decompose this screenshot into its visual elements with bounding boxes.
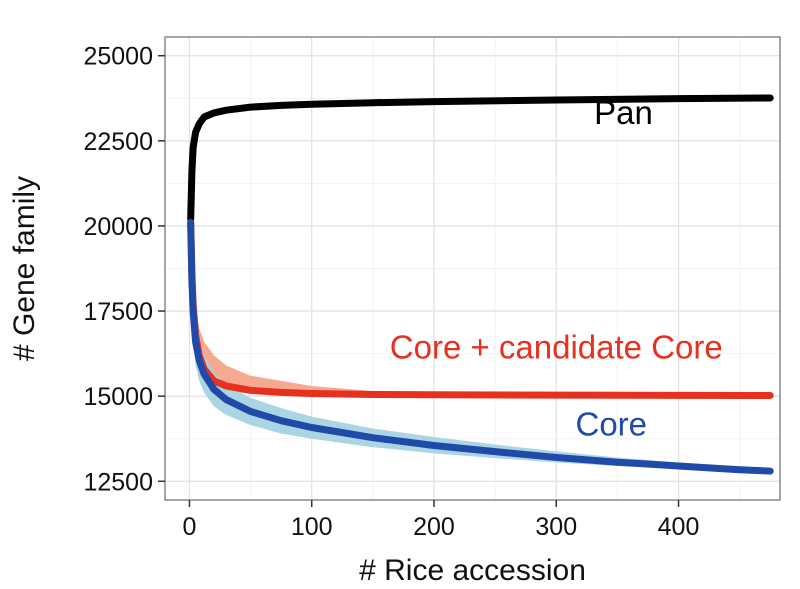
annotation-core: Core (576, 405, 648, 442)
x-tick-label: 300 (535, 513, 577, 541)
x-tick-label: 100 (291, 513, 333, 541)
confidence-bands (190, 97, 771, 472)
line-pan (187, 94, 774, 223)
plot-frame (164, 36, 781, 501)
y-tick-label: 20000 (83, 213, 153, 241)
x-tick-label: 200 (413, 513, 455, 541)
series-annotations: Pan Core + candidate Core Core (390, 94, 723, 443)
x-tick-label: 0 (183, 513, 197, 541)
x-axis-title: # Rice accession (359, 554, 586, 587)
series-lines (187, 94, 774, 475)
axis-ticks: 0 100 200 300 400 12500 15000 17500 20000 22500 25… (83, 43, 699, 541)
y-tick-label: 22500 (83, 128, 153, 156)
y-axis-title: # Gene family (8, 176, 41, 361)
x-tick-label: 400 (658, 513, 700, 541)
y-tick-label: 15000 (83, 383, 153, 411)
band-core-candidate-core (190, 215, 771, 396)
line-core (187, 219, 774, 475)
y-tick-label: 17500 (83, 298, 153, 326)
annotation-pan: Pan (594, 94, 653, 131)
y-tick-label: 12500 (83, 468, 153, 496)
annotation-core-candidate-core: Core + candidate Core (390, 329, 723, 366)
y-tick-label: 25000 (83, 43, 153, 71)
